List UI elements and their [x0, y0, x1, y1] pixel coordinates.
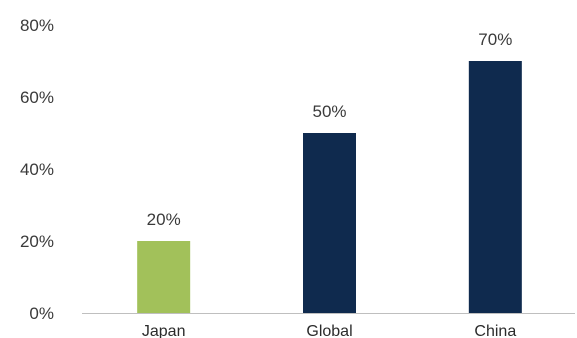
y-tick-label: 60% — [20, 88, 54, 107]
y-tick-label: 0% — [29, 304, 54, 323]
bar-global — [303, 133, 356, 313]
data-labels: 20% 50% 70% — [147, 30, 513, 229]
data-label-global: 50% — [312, 102, 346, 121]
bar-china — [468, 61, 522, 313]
y-tick-label: 40% — [20, 160, 54, 179]
bar-japan — [137, 241, 191, 313]
data-label-japan: 20% — [147, 210, 181, 229]
bars — [137, 61, 522, 313]
y-tick-label: 20% — [20, 232, 54, 251]
x-axis-labels: Japan Global China — [142, 323, 516, 338]
x-tick-label-japan: Japan — [142, 323, 186, 338]
y-tick-label: 80% — [20, 16, 54, 35]
x-tick-label-global: Global — [306, 323, 352, 338]
data-label-china: 70% — [478, 30, 512, 49]
y-axis-ticks: 0% 20% 40% 60% 80% — [20, 16, 54, 323]
x-tick-label-china: China — [474, 323, 516, 338]
